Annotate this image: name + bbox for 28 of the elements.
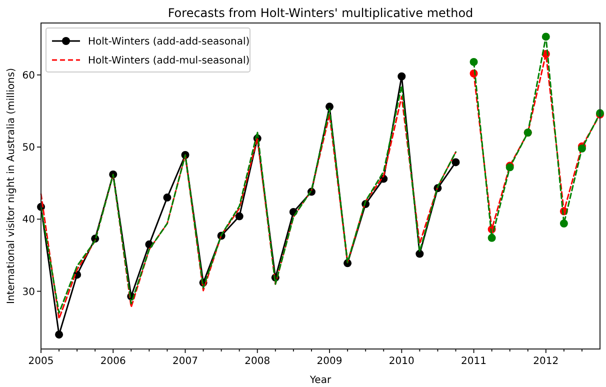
point [488,234,496,242]
point [560,220,568,228]
x-tick-label: 2005 [28,356,54,367]
point [416,250,424,258]
x-axis-title: Year [308,375,332,386]
y-tick-label: 60 [22,70,35,82]
legend-label: Holt-Winters (add-add-seasonal) [88,36,250,48]
chart-title: Forecasts from Holt-Winters' multiplicative method [168,6,474,20]
x-tick-label: 2006 [100,356,126,367]
x-tick-label: 2012 [533,356,559,367]
y-tick-label: 30 [22,286,35,298]
legend-label: Holt-Winters (add-mul-seasonal) [88,56,250,66]
y-tick-label: 50 [22,142,35,154]
point [452,158,460,166]
point [235,212,244,220]
point [542,32,550,41]
x-tick-label: 2009 [316,356,342,367]
point [470,58,478,66]
x-tick-label: 2008 [244,356,270,367]
x-tick-label: 2010 [388,356,414,367]
point [163,194,172,202]
x-tick-label: 2011 [461,356,486,367]
point [398,72,406,80]
x-tick-label: 2007 [172,356,198,367]
y-axis-title: International visitor night in Australia (millions) [6,68,17,304]
point [326,102,334,111]
point [55,330,64,339]
y-tick-label: 40 [22,214,35,226]
